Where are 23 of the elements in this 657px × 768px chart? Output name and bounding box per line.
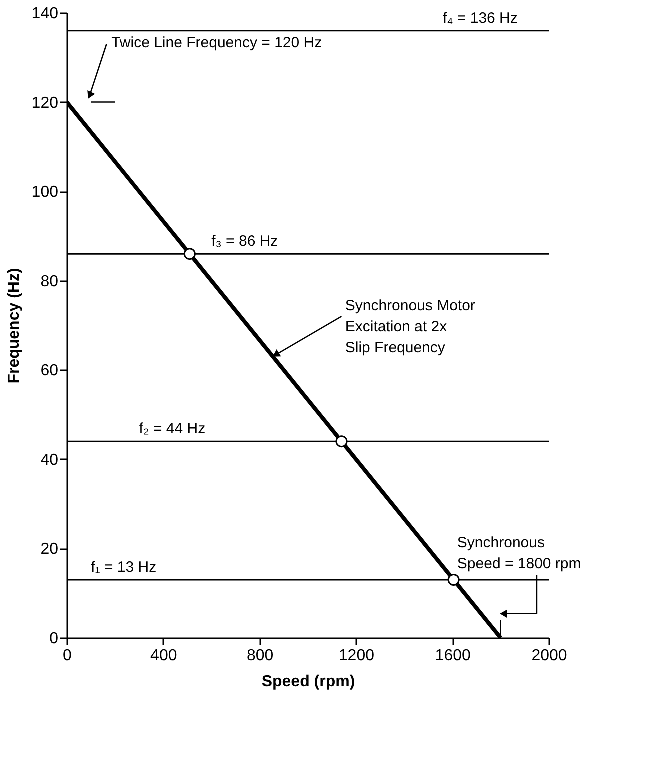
x-tick-label: 1200 — [338, 648, 375, 664]
annotation: Synchronous Motor Excitation at 2x Slip Frequency — [345, 298, 476, 357]
y-tick-label: 80 — [40, 273, 59, 290]
ref-line-label: f₄ = 136 Hz — [442, 10, 518, 27]
x-tick-label: 1600 — [435, 648, 471, 664]
y-tick-label: 0 — [50, 630, 59, 648]
ref-line-label: f₂ = 44 Hz — [139, 420, 206, 438]
annotation: Synchronous Speed = 1800 rpm — [457, 534, 582, 572]
ref-line-label: f₁ = 13 Hz — [91, 558, 157, 576]
x-tick-label: 800 — [246, 648, 274, 664]
y-tick-label: 120 — [32, 94, 59, 112]
y-tick-label: 40 — [40, 452, 59, 469]
x-axis-title: Speed (rpm) — [262, 674, 356, 690]
y-tick-label: 100 — [32, 184, 59, 202]
x-tick-label: 0 — [63, 648, 72, 664]
ref-line-label: f₃ = 86 Hz — [212, 233, 278, 250]
y-tick-label: 140 — [32, 6, 59, 22]
x-tick-label: 400 — [150, 648, 178, 664]
y-axis-title: Frequency (Hz) — [6, 268, 23, 384]
x-tick-label: 2000 — [532, 648, 568, 664]
annotation: Twice Line Frequency = 120 Hz — [112, 34, 322, 52]
y-tick-label: 20 — [40, 541, 59, 558]
y-tick-label: 60 — [40, 362, 59, 380]
